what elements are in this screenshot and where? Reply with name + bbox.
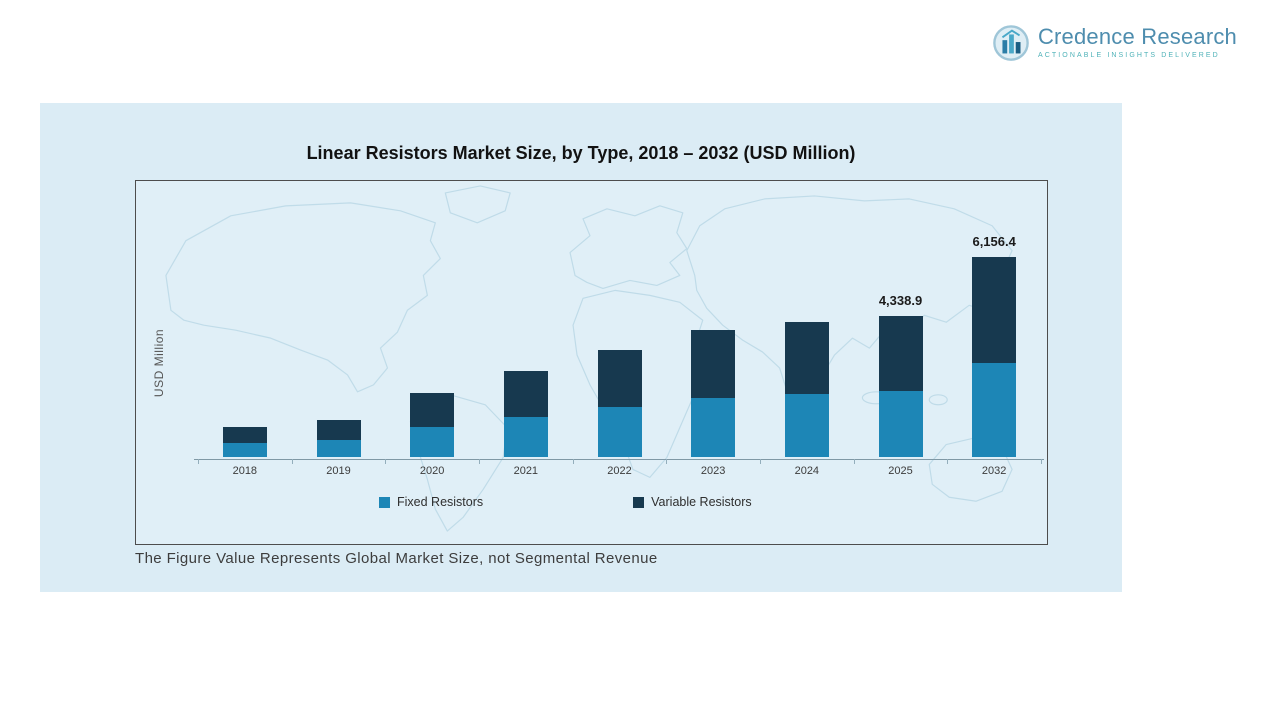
bar-2032 bbox=[972, 257, 1017, 457]
x-axis-line bbox=[194, 459, 1044, 460]
bar-segment-fixed-resistors-2018 bbox=[222, 443, 267, 457]
x-axis-tick bbox=[479, 459, 480, 464]
bar-2022 bbox=[597, 350, 642, 457]
x-axis-tick bbox=[853, 459, 855, 464]
x-tick-label-2020: 2020 bbox=[419, 465, 445, 477]
x-tick-label-2025: 2025 bbox=[888, 465, 913, 477]
x-tick-label-2032: 2032 bbox=[981, 465, 1007, 477]
bar-2019 bbox=[316, 420, 361, 458]
legend-item-fixed-resistors: Fixed Resistors bbox=[379, 495, 483, 509]
legend-swatch bbox=[633, 496, 645, 508]
bar-segment-fixed-resistors-2032 bbox=[972, 363, 1017, 457]
bar-2024 bbox=[784, 322, 829, 457]
bar-segment-fixed-resistors-2019 bbox=[316, 439, 361, 458]
bar-segment-variable-resistors-2024 bbox=[784, 322, 829, 394]
x-axis-tick bbox=[385, 459, 387, 464]
data-label-2032: 6,156.4 bbox=[972, 234, 1016, 249]
bar-segment-variable-resistors-2018 bbox=[222, 427, 267, 443]
plot-area: 2018 2019 2020 2021 2022 2023 2024 4,338.9 2025 6… bbox=[136, 181, 1047, 544]
bar-segment-fixed-resistors-2022 bbox=[597, 406, 642, 457]
bar-segment-fixed-resistors-2020 bbox=[410, 426, 455, 457]
x-axis-tick bbox=[947, 459, 949, 464]
bar-segment-fixed-resistors-2024 bbox=[784, 393, 829, 457]
bar-segment-variable-resistors-2032 bbox=[972, 257, 1017, 364]
x-axis-tick bbox=[760, 459, 761, 464]
bar-2018 bbox=[222, 427, 267, 457]
bar-segment-variable-resistors-2019 bbox=[316, 420, 361, 440]
x-tick-label-2018: 2018 bbox=[232, 465, 258, 477]
bar-2023 bbox=[691, 330, 736, 457]
logo-credence-research: Credence Research Actionable Insights De… bbox=[992, 24, 1237, 62]
bar-2025 bbox=[878, 316, 923, 457]
chart-title: Linear Resistors Market Size, by Type, 2… bbox=[306, 143, 856, 163]
bar-segment-variable-resistors-2021 bbox=[503, 370, 548, 417]
logo-tagline: Actionable Insights Delivered bbox=[1037, 52, 1220, 59]
bar-segment-fixed-resistors-2023 bbox=[691, 397, 736, 457]
logo-name: Credence Research bbox=[1037, 24, 1237, 49]
bar-2020 bbox=[410, 393, 455, 457]
x-tick-label-2023: 2023 bbox=[700, 465, 726, 477]
chart-legend: Fixed Resistors Variable Resistors bbox=[136, 495, 1047, 509]
legend-label: Fixed Resistors bbox=[397, 495, 484, 509]
x-axis-tick bbox=[198, 459, 199, 464]
legend-item-variable-resistors: Variable Resistors bbox=[633, 495, 752, 509]
bar-segment-variable-resistors-2022 bbox=[597, 350, 642, 407]
bar-2021 bbox=[503, 370, 548, 457]
bar-segment-variable-resistors-2025 bbox=[878, 316, 923, 391]
x-tick-label-2019: 2019 bbox=[326, 465, 351, 477]
bar-chart-logo-icon bbox=[993, 25, 1029, 61]
bar-segment-fixed-resistors-2025 bbox=[878, 390, 923, 457]
footnote: The Figure Value Represents Global Marke… bbox=[135, 550, 658, 567]
legend-label: Variable Resistors bbox=[651, 495, 752, 509]
chart-panel: Linear Resistors Market Size, by Type, 2… bbox=[40, 103, 1122, 592]
bar-segment-variable-resistors-2023 bbox=[691, 330, 736, 398]
data-label-2025: 4,338.9 bbox=[878, 293, 923, 308]
x-axis-tick bbox=[1041, 459, 1042, 464]
x-axis-tick bbox=[572, 459, 574, 464]
x-tick-label-2022: 2022 bbox=[607, 465, 632, 477]
x-tick-label-2021: 2021 bbox=[513, 465, 539, 477]
x-axis-tick bbox=[291, 459, 293, 464]
x-axis-tick bbox=[666, 459, 668, 464]
bar-segment-variable-resistors-2020 bbox=[410, 393, 455, 427]
chart-frame: USD Million 2018 2019 2020 2021 2022 2023 2024… bbox=[135, 180, 1048, 545]
bar-segment-fixed-resistors-2021 bbox=[503, 416, 548, 457]
legend-swatch bbox=[379, 496, 390, 508]
x-tick-label-2024: 2024 bbox=[794, 465, 820, 477]
